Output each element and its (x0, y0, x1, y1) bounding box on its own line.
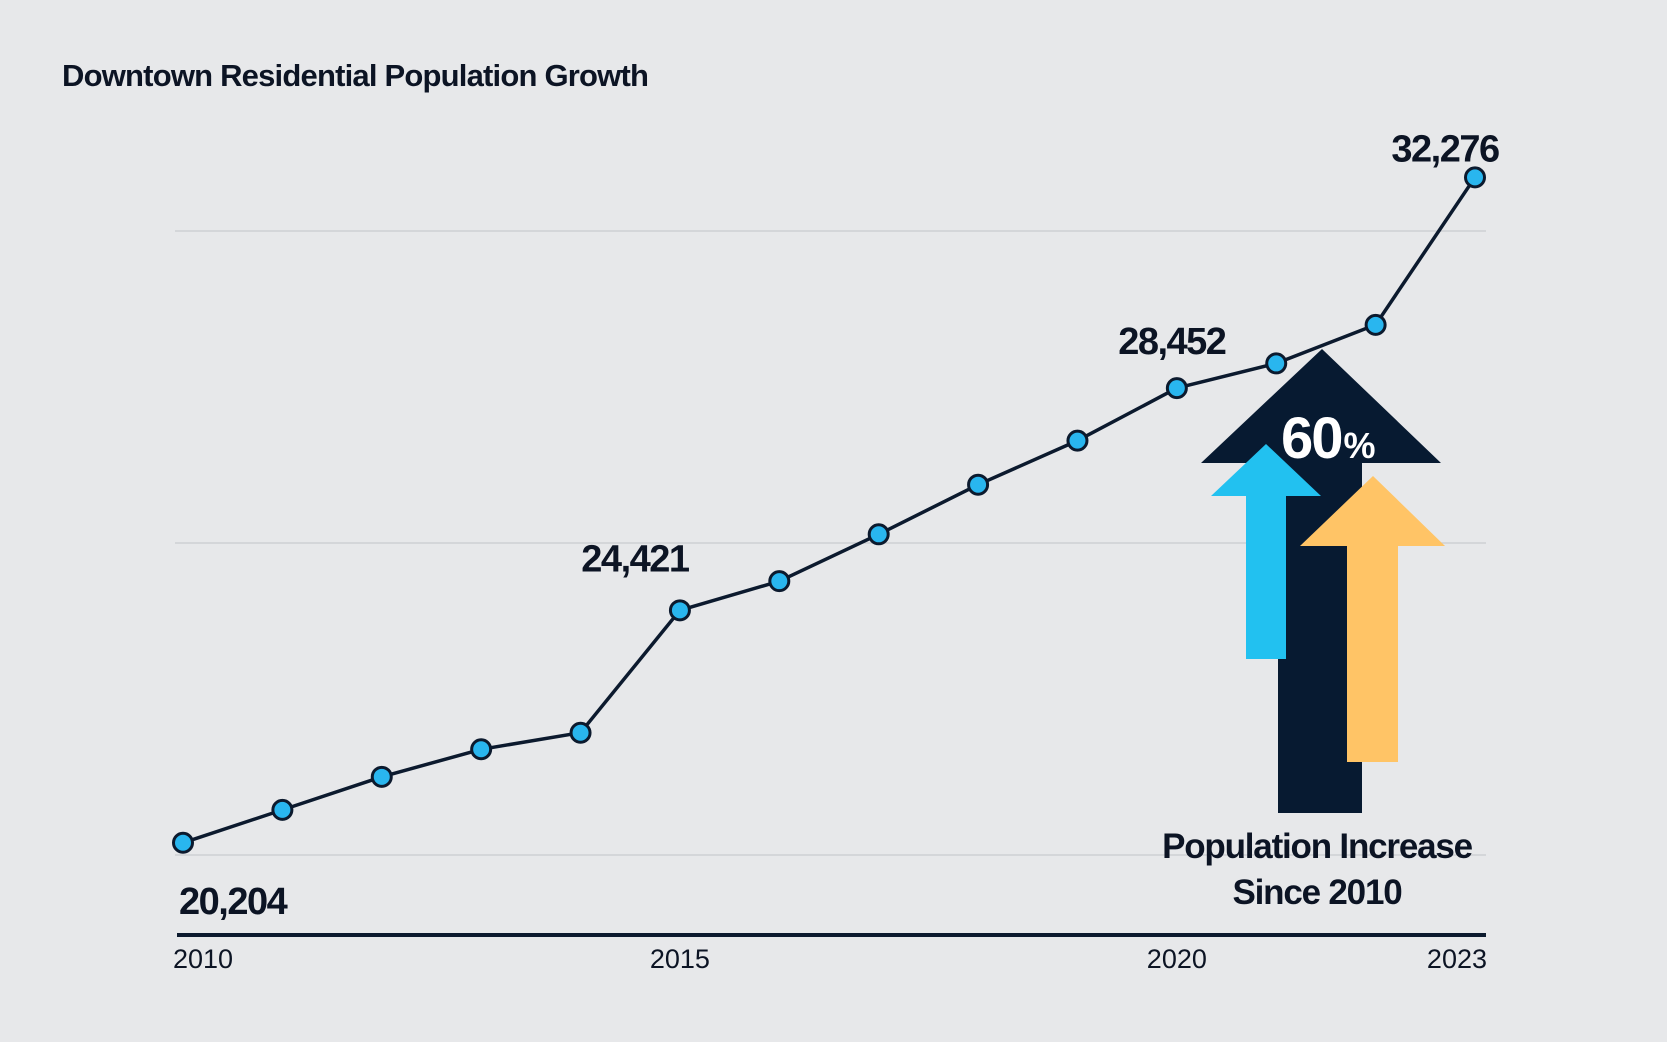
data-label-2015: 24,421 (581, 538, 690, 580)
x-tick-labels: 2010 2015 2020 2023 (173, 944, 1487, 974)
callout-caption-line1: Population Increase (1162, 827, 1473, 866)
data-point-2022 (1364, 313, 1387, 336)
percent-increase: 60% (1281, 406, 1376, 471)
x-tick-label: 2020 (1147, 944, 1207, 974)
data-label-2020: 28,452 (1118, 321, 1226, 363)
data-point-2013 (470, 738, 493, 761)
data-point-2015 (668, 599, 691, 622)
data-label-2023: 32,276 (1391, 128, 1499, 170)
chart-title: Downtown Residential Population Growth (62, 58, 648, 93)
data-label-2010: 20,204 (179, 881, 288, 923)
data-point-2017 (867, 523, 890, 546)
data-point-2012 (370, 765, 393, 788)
x-tick-label: 2010 (173, 944, 233, 974)
data-markers (172, 166, 1486, 854)
data-point-2019 (1066, 429, 1089, 452)
percent-sign: % (1344, 425, 1376, 466)
data-point-2011 (271, 798, 294, 821)
callout-caption-line2: Since 2010 (1233, 873, 1403, 912)
data-point-2018 (967, 473, 990, 496)
data-point-2014 (569, 721, 592, 744)
data-point-2010 (172, 831, 194, 854)
x-tick-label: 2015 (650, 944, 710, 974)
callout-graphic: 60% Population Increase Since 2010 (1162, 349, 1474, 912)
series-line (182, 176, 1477, 845)
series-line-group (182, 176, 1477, 845)
x-tick-label: 2023 (1427, 944, 1487, 974)
data-point-2020 (1165, 377, 1188, 400)
percent-number: 60 (1281, 406, 1342, 471)
data-point-2023 (1464, 166, 1486, 189)
data-labels: 20,204 24,421 28,452 32,276 (179, 128, 1500, 923)
data-point-2016 (768, 570, 791, 593)
dark-up-arrow-icon (1201, 349, 1441, 813)
data-point-2021 (1265, 352, 1288, 375)
blue-up-arrow-icon (1211, 444, 1321, 659)
orange-up-arrow-icon (1300, 476, 1445, 762)
